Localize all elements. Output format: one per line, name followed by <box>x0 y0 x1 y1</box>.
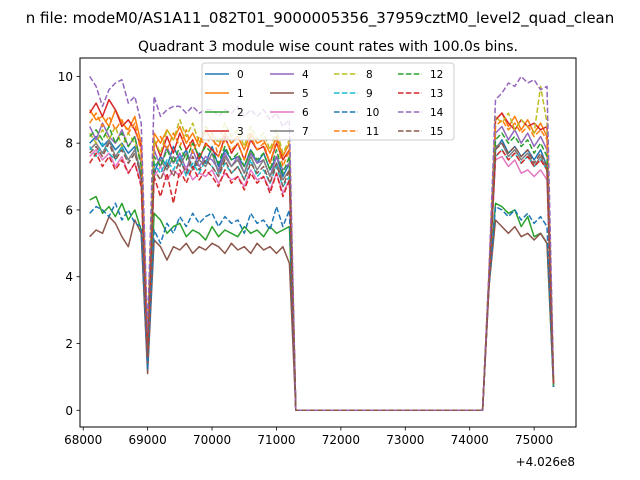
legend-label-3: 3 <box>237 126 244 138</box>
plot-frame <box>79 57 577 428</box>
legend-label-14: 14 <box>430 107 444 119</box>
legend-label-10: 10 <box>366 107 379 119</box>
y-tick-label: 2 <box>65 337 73 351</box>
x-tick-label: 74000 <box>451 433 489 447</box>
legend-label-4: 4 <box>302 69 309 81</box>
y-axis: 0 2 4 6 8 10 <box>58 70 80 418</box>
legend-label-5: 5 <box>302 88 309 100</box>
legend-label-6: 6 <box>302 107 309 119</box>
legend-label-12: 12 <box>430 69 443 81</box>
legend-label-13: 13 <box>430 88 443 100</box>
legend-label-1: 1 <box>237 88 244 100</box>
y-tick-label: 10 <box>58 70 73 84</box>
x-axis: 68000 69000 70000 71000 72000 73000 74000 75000 <box>64 427 553 447</box>
x-tick-label: 72000 <box>322 433 360 447</box>
legend-label-8: 8 <box>366 69 373 81</box>
legend-box <box>201 62 455 141</box>
legend-label-9: 9 <box>366 88 373 100</box>
legend-label-0: 0 <box>237 69 244 81</box>
x-axis-offset-label: +4.026e8 <box>516 455 575 469</box>
series-line-15 <box>89 142 555 412</box>
figure-suptitle: n file: modeM0/AS1A11_082T01_9000005356_… <box>26 9 615 28</box>
legend-label-15: 15 <box>430 126 443 138</box>
chart-title: Quadrant 3 module wise count rates with … <box>138 39 518 55</box>
x-tick-label: 69000 <box>129 433 167 447</box>
y-tick-label: 8 <box>65 137 73 151</box>
legend-label-11: 11 <box>366 126 379 138</box>
legend-label-7: 7 <box>302 126 309 138</box>
x-tick-label: 68000 <box>64 433 102 447</box>
x-tick-label: 75000 <box>515 433 553 447</box>
y-tick-label: 0 <box>65 404 73 418</box>
x-tick-label: 71000 <box>257 433 295 447</box>
legend-label-2: 2 <box>237 107 244 119</box>
x-tick-label: 70000 <box>193 433 231 447</box>
y-tick-label: 4 <box>65 270 73 284</box>
y-tick-label: 6 <box>65 203 73 217</box>
series-layer <box>89 75 555 412</box>
x-tick-label: 73000 <box>386 433 424 447</box>
